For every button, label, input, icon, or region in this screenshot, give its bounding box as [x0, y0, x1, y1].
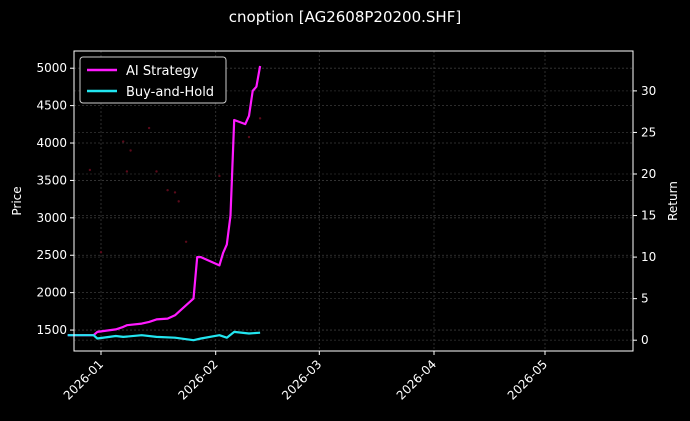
y-tick-label: 4500 [36, 99, 67, 113]
line-buy-and-hold [67, 330, 261, 342]
price-point [129, 149, 132, 152]
price-point [122, 140, 125, 143]
legend-label-buy-and-hold: Buy-and-Hold [126, 85, 214, 100]
y-tick-label: 1500 [36, 323, 67, 337]
x-tick-label: 2026-05 [505, 357, 550, 402]
series-lines [67, 65, 262, 342]
price-point [125, 170, 129, 173]
y-tick-label: 3000 [36, 211, 67, 225]
line-ai-strategy [67, 65, 262, 337]
x-tick-label: 2026-01 [61, 357, 106, 402]
x-tick-label: 2026-03 [279, 357, 324, 402]
price-point [173, 191, 177, 194]
right-axis: 0 5 10 15 20 25 30 [633, 84, 656, 347]
price-point [218, 174, 221, 178]
price-point [166, 188, 169, 192]
y2-tick-label: 5 [641, 292, 649, 306]
y2-tick-label: 0 [641, 333, 649, 347]
price-scatter [88, 117, 262, 254]
price-point [184, 240, 188, 243]
y-axis-label: Price [10, 186, 24, 215]
plot-frame [73, 50, 634, 352]
y2-tick-label: 30 [641, 84, 656, 98]
x-axis: 2026-01 2026-02 2026-03 2026-04 2026-05 [61, 351, 550, 403]
chart-title: cnoption [AG2608P20200.SHF] [228, 8, 462, 26]
x-tick-label: 2026-02 [175, 357, 220, 402]
legend-label-ai-strategy: AI Strategy [126, 64, 199, 79]
y-tick-label: 2000 [36, 286, 67, 300]
x-tick-label: 2026-04 [394, 357, 439, 402]
price-point [99, 251, 103, 254]
y-tick-label: 3500 [36, 173, 67, 187]
y-tick-label: 4000 [36, 136, 67, 150]
price-point [155, 170, 158, 173]
price-point [147, 126, 151, 130]
price-point [258, 117, 262, 120]
price-point [247, 135, 251, 139]
y2-tick-label: 20 [641, 167, 656, 181]
y2-tick-label: 10 [641, 250, 656, 264]
left-axis: 1500 2000 2500 3000 3500 4000 4500 5000 [36, 61, 74, 337]
y2-axis-label: Return [666, 181, 680, 221]
price-point [88, 168, 92, 172]
y-tick-label: 2500 [36, 248, 67, 262]
price-point [177, 200, 180, 203]
y2-tick-label: 25 [641, 125, 656, 139]
y-tick-label: 5000 [36, 61, 67, 75]
y2-tick-label: 15 [641, 209, 656, 223]
legend: AI Strategy Buy-and-Hold [79, 56, 227, 104]
